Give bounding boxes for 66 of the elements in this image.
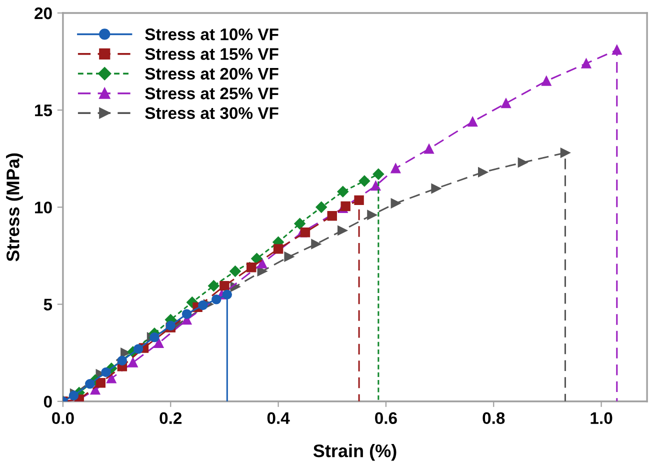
point	[106, 374, 116, 384]
legend-label: Stress at 30% VF	[145, 107, 278, 120]
point	[257, 258, 267, 268]
point	[478, 167, 488, 178]
x-axis-title: Strain (%)	[313, 444, 396, 461]
point	[518, 158, 528, 168]
point	[212, 294, 222, 304]
point	[372, 168, 384, 180]
point	[182, 309, 192, 319]
y-axis-title: Stress (MPa)	[6, 153, 23, 262]
point	[358, 175, 370, 187]
point	[257, 266, 267, 276]
point	[560, 148, 570, 158]
point	[117, 356, 128, 366]
x-tick-label: 0.0	[52, 412, 74, 424]
point	[230, 266, 241, 277]
point	[367, 210, 377, 220]
point	[300, 228, 310, 238]
point	[198, 300, 208, 310]
x-tick-label: 0.4	[267, 412, 290, 424]
legend-label: Stress at 15% VF	[145, 48, 278, 60]
point	[208, 280, 220, 292]
y-tick-label: 0	[44, 396, 52, 408]
point	[220, 280, 230, 291]
point	[390, 198, 401, 208]
point	[354, 195, 364, 206]
point	[581, 58, 592, 68]
legend-label: Stress at 10% VF	[145, 28, 278, 40]
point	[128, 358, 138, 368]
point	[101, 367, 111, 378]
point	[311, 239, 321, 249]
point	[316, 202, 327, 213]
point	[251, 253, 262, 264]
point	[273, 244, 284, 254]
legend-label: Stress at 25% VF	[145, 88, 278, 100]
y-tick-label: 20	[34, 7, 52, 20]
point	[284, 252, 294, 262]
point	[154, 338, 164, 348]
point	[337, 226, 348, 236]
point	[424, 144, 434, 154]
legend-label: Stress at 20% VF	[145, 68, 278, 80]
point	[501, 98, 511, 108]
point	[370, 180, 381, 191]
point	[246, 262, 256, 272]
point	[337, 186, 348, 198]
x-tick-label: 0.2	[160, 412, 182, 424]
point	[96, 378, 106, 388]
point	[468, 116, 478, 127]
x-tick-label: 1.0	[590, 412, 612, 424]
y-tick-label: 10	[35, 202, 52, 214]
point	[612, 45, 622, 55]
point	[133, 344, 144, 354]
point	[340, 201, 350, 212]
point	[68, 390, 79, 400]
point	[390, 163, 401, 174]
y-tick-label: 5	[44, 298, 52, 310]
x-tick-label: 0.6	[375, 412, 397, 424]
y-tick-label: 15	[35, 104, 52, 116]
point	[222, 290, 232, 300]
point	[294, 218, 306, 230]
point	[542, 76, 552, 86]
x-tick-label: 0.8	[482, 412, 505, 424]
point	[150, 332, 160, 342]
point	[327, 211, 337, 221]
point	[85, 379, 95, 389]
point	[431, 184, 441, 194]
